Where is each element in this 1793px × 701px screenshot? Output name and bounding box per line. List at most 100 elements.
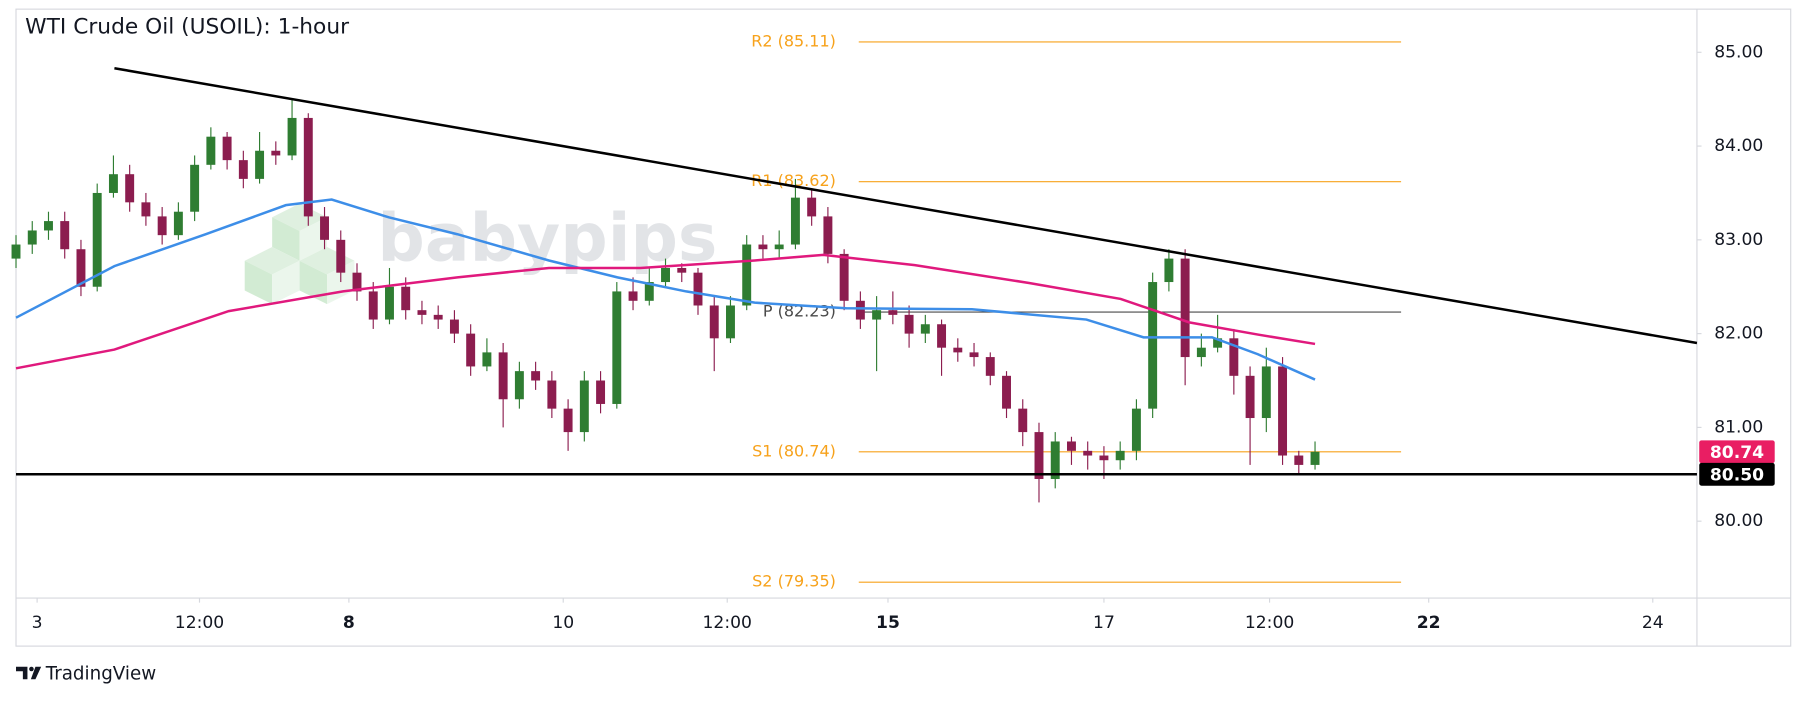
- candle-body: [790, 197, 800, 245]
- candle-body: [774, 244, 784, 250]
- plot-area: R2 (85.11)R1 (83.62)P (82.23)S1 (80.74)S…: [11, 31, 1698, 591]
- candle-body: [417, 310, 427, 315]
- candle-body: [1050, 441, 1060, 479]
- x-tick-label: 22: [1417, 613, 1441, 633]
- candle-body: [596, 380, 606, 404]
- candle-body: [368, 291, 378, 320]
- footer-brand: TradingView: [45, 664, 156, 685]
- candle-body: [758, 244, 768, 250]
- pivot-label: R1 (83.62): [751, 171, 836, 190]
- candle-body: [547, 380, 557, 409]
- x-tick-label: 12:00: [703, 613, 752, 633]
- candle-body: [693, 272, 703, 306]
- candle-body: [855, 300, 865, 320]
- candle-body: [579, 380, 589, 433]
- candle-body: [563, 408, 573, 433]
- candle-body: [320, 216, 329, 240]
- candle-body: [709, 305, 719, 339]
- y-tick-label: 82.00: [1714, 324, 1763, 344]
- x-tick-label: 17: [1093, 613, 1115, 633]
- candle-body: [1067, 441, 1076, 451]
- x-tick-label: 15: [876, 613, 900, 633]
- candle-body: [904, 314, 914, 334]
- candle-body: [498, 352, 508, 400]
- y-tick-label: 80.00: [1714, 511, 1763, 531]
- candle-body: [953, 347, 963, 353]
- candle-body: [888, 310, 898, 315]
- candle-body: [271, 150, 281, 156]
- candle-body: [1294, 455, 1304, 465]
- candle-body: [872, 310, 882, 320]
- candle-body: [807, 197, 817, 217]
- candle-body: [1196, 347, 1206, 358]
- tradingview-logo: [16, 666, 42, 680]
- x-tick-label: 8: [343, 613, 355, 633]
- price-badge: [1699, 462, 1775, 486]
- price-badge-label: 80.74: [1710, 443, 1764, 463]
- price-badge-label: 80.50: [1710, 465, 1764, 485]
- candle-body: [1261, 366, 1271, 419]
- candle-body: [125, 174, 135, 203]
- candle-body: [969, 352, 979, 358]
- candle-body: [141, 202, 151, 217]
- y-tick-label: 81.00: [1714, 417, 1763, 437]
- pivot-label: S2 (79.35): [752, 572, 836, 591]
- candle-body: [336, 239, 346, 273]
- candle-body: [839, 253, 849, 301]
- candle-body: [255, 150, 265, 179]
- watermark-logo: [244, 203, 355, 305]
- moving-average-line: [15, 198, 1316, 381]
- candle-body: [190, 164, 200, 212]
- price-badge: [1699, 440, 1775, 464]
- y-tick-label: 85.00: [1714, 42, 1763, 62]
- candle-body: [287, 117, 297, 156]
- candle-body: [433, 314, 443, 320]
- candle-body: [238, 160, 248, 179]
- moving-average-line: [15, 253, 1316, 370]
- candle-body: [742, 244, 752, 306]
- candle-body: [401, 286, 411, 311]
- candle-body: [1278, 366, 1288, 456]
- candle-body: [466, 333, 476, 367]
- candle-body: [661, 267, 670, 283]
- candle-body: [644, 282, 654, 301]
- x-tick-label: 3: [32, 613, 43, 633]
- watermark: babypips: [377, 198, 717, 276]
- candle-body: [823, 216, 833, 254]
- candle-body: [1034, 432, 1044, 479]
- x-tick-label: 12:00: [175, 613, 224, 633]
- candle-body: [449, 319, 459, 334]
- candle-body: [1083, 450, 1093, 456]
- candle-body: [1229, 338, 1239, 376]
- candle-body: [920, 324, 930, 334]
- candle-body: [1213, 338, 1223, 348]
- candle-body: [157, 216, 167, 236]
- candle-body: [1310, 451, 1320, 465]
- candle-body: [11, 244, 21, 259]
- trendline: [114, 66, 1698, 345]
- candle-body: [1148, 282, 1158, 409]
- candle-body: [92, 192, 102, 287]
- candle-body: [1245, 375, 1255, 419]
- candle-body: [726, 305, 735, 339]
- candle-body: [303, 117, 313, 217]
- candle-body: [628, 291, 638, 301]
- candle-body: [1099, 455, 1109, 461]
- chart-title: WTI Crude Oil (USOIL): 1-hour: [25, 14, 349, 39]
- candle-body: [531, 371, 541, 381]
- candle-body: [1131, 408, 1141, 451]
- frame: [15, 8, 1792, 647]
- y-tick-label: 84.00: [1714, 136, 1763, 156]
- candle-body: [1002, 375, 1011, 409]
- candle-body: [677, 267, 687, 273]
- candle-body: [108, 174, 118, 193]
- candle-body: [44, 221, 53, 231]
- candle-body: [60, 221, 70, 250]
- candle-body: [1164, 258, 1174, 283]
- y-tick-label: 83.00: [1714, 230, 1763, 250]
- candle-body: [206, 136, 216, 165]
- candle-body: [482, 352, 492, 367]
- candle-body: [937, 324, 947, 348]
